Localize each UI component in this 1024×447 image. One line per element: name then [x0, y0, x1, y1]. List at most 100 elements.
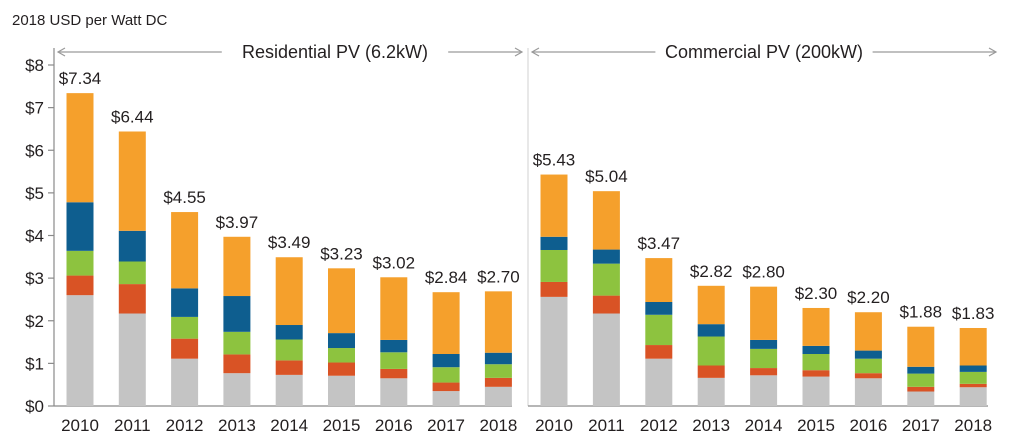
- x-tick-label: 2014: [270, 416, 308, 435]
- bar-segment: [645, 258, 673, 302]
- bar-2015: [328, 268, 355, 406]
- bar-segment: [802, 307, 830, 346]
- bar-total-label: $2.82: [690, 262, 733, 281]
- bar-segment: [540, 296, 568, 406]
- x-tick-label: 2012: [640, 416, 678, 435]
- bar-2012: [645, 258, 673, 406]
- bar-segment: [750, 375, 778, 406]
- bar-segment: [484, 377, 512, 387]
- bar-total-label: $5.04: [585, 167, 628, 186]
- bar-segment: [118, 261, 146, 285]
- x-tick-label: 2015: [797, 416, 835, 435]
- bar-segment: [592, 263, 620, 296]
- bar-segment: [380, 277, 408, 340]
- bar-segment: [907, 373, 935, 387]
- bar-total-label: $4.55: [163, 188, 206, 207]
- bar-segment: [66, 275, 94, 296]
- bar-segment: [540, 236, 568, 250]
- bar-segment: [645, 358, 673, 406]
- x-tick-label: 2017: [427, 416, 465, 435]
- y-tick-label: $3: [25, 269, 44, 288]
- y-tick-label: $1: [25, 354, 44, 373]
- bar-segment: [171, 316, 199, 339]
- bar-segment: [380, 352, 408, 369]
- panel-title: Commercial PV (200kW): [665, 42, 863, 62]
- bar-total-label: $3.47: [638, 234, 681, 253]
- x-tick-label: 2016: [375, 416, 413, 435]
- bar-total-label: $2.80: [742, 263, 785, 282]
- bar-segment: [275, 339, 303, 361]
- y-axis-label: 2018 USD per Watt DC: [12, 12, 167, 29]
- bar-segment: [171, 358, 199, 406]
- bar-segment: [854, 350, 882, 359]
- bar-2014: [750, 286, 778, 406]
- bar-segment: [66, 295, 94, 406]
- bar-segment: [802, 345, 830, 354]
- bar-segment: [328, 333, 355, 349]
- y-tick-label: $5: [25, 184, 44, 203]
- bar-total-label: $3.49: [268, 233, 311, 252]
- bar-segment: [854, 358, 882, 374]
- bar-segment: [328, 375, 355, 406]
- y-tick-label: $7: [25, 99, 44, 118]
- bar-segment: [380, 378, 408, 406]
- x-tick-label: 2013: [692, 416, 730, 435]
- bar-segment: [592, 249, 620, 264]
- bar-segment: [118, 284, 146, 314]
- bar-segment: [328, 348, 355, 363]
- bar-segment: [223, 236, 251, 297]
- bar-segment: [959, 387, 987, 406]
- x-tick-label: 2018: [479, 416, 517, 435]
- bar-segment: [697, 336, 725, 366]
- bar-segment: [540, 281, 568, 297]
- bar-segment: [907, 326, 935, 367]
- bar-segment: [223, 373, 251, 406]
- bar-segment: [484, 386, 512, 406]
- bar-total-label: $6.44: [111, 107, 154, 126]
- arrowhead-right-icon: [988, 47, 998, 57]
- bar-segment: [750, 286, 778, 340]
- bar-total-label: $7.34: [59, 69, 102, 88]
- arrowhead-right-icon: [514, 47, 524, 57]
- bar-segment: [592, 313, 620, 406]
- bar-segment: [959, 371, 987, 384]
- bar-segment: [223, 331, 251, 355]
- bar-segment: [380, 339, 408, 353]
- y-tick-label: $2: [25, 312, 44, 331]
- bar-2011: [118, 131, 146, 406]
- arrowhead-left-icon: [530, 47, 540, 57]
- bar-segment: [432, 367, 460, 383]
- bar-segment: [750, 348, 778, 369]
- bar-total-label: $2.30: [795, 284, 838, 303]
- bar-segment: [432, 391, 460, 406]
- bar-segment: [907, 391, 935, 406]
- bar-segment: [275, 360, 303, 375]
- bar-segment: [750, 339, 778, 349]
- bar-segment: [432, 292, 460, 354]
- panel-title: Residential PV (6.2kW): [242, 42, 428, 62]
- arrowhead-left-icon: [56, 47, 66, 57]
- bar-segment: [645, 301, 673, 315]
- bar-segment: [592, 191, 620, 250]
- y-tick-label: $6: [25, 141, 44, 160]
- bar-segment: [275, 257, 303, 326]
- bar-segment: [645, 314, 673, 346]
- bar-segment: [540, 174, 568, 237]
- bar-2018: [959, 327, 987, 406]
- x-tick-label: 2011: [114, 416, 151, 435]
- bar-segment: [66, 93, 94, 203]
- bar-segment: [854, 312, 882, 351]
- bar-segment: [432, 382, 460, 392]
- bar-segment: [592, 295, 620, 314]
- bar-segment: [907, 366, 935, 374]
- bar-total-label: $2.70: [477, 267, 520, 286]
- bar-segment: [645, 345, 673, 359]
- x-tick-label: 2010: [535, 416, 573, 435]
- bar-segment: [484, 291, 512, 353]
- bar-segment: [907, 386, 935, 392]
- bar-segment: [959, 383, 987, 388]
- bar-segment: [118, 230, 146, 262]
- bar-2016: [854, 312, 882, 406]
- bar-2011: [592, 191, 620, 406]
- bar-2015: [802, 307, 830, 406]
